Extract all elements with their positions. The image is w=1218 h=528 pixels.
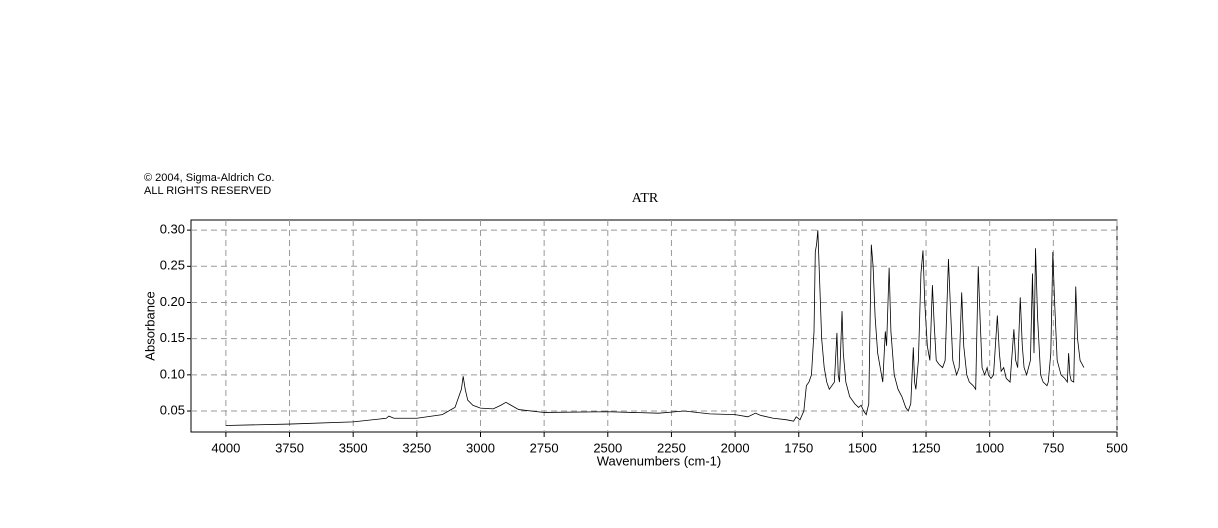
x-tick-label: 3750 (275, 440, 304, 455)
x-tick-label: 3500 (339, 440, 368, 455)
x-tick-label: 2250 (657, 440, 686, 455)
y-tick-label: 0.20 (160, 294, 185, 309)
plot-frame (190, 219, 1118, 433)
x-tick-label: 3000 (466, 440, 495, 455)
chart-title: ATR (632, 191, 659, 206)
x-tick-label: 3250 (402, 440, 431, 455)
x-tick-label: 1000 (975, 440, 1004, 455)
rights: ALL RIGHTS RESERVED (144, 185, 271, 197)
x-tick-label: 1250 (912, 440, 941, 455)
y-axis-label: Absorbance (142, 291, 157, 360)
y-tick-label: 0.25 (160, 258, 185, 273)
y-tick-label: 0.30 (160, 222, 185, 237)
x-tick-label: 500 (1106, 440, 1128, 455)
y-tick-label: 0.10 (160, 366, 185, 381)
x-tick-label: 4000 (211, 440, 240, 455)
spectrum-line (225, 230, 1085, 426)
x-tick-label: 2000 (721, 440, 750, 455)
x-axis-label: Wavenumbers (cm-1) (597, 453, 721, 468)
x-tick-label: 1500 (848, 440, 877, 455)
x-tick-label: 2500 (593, 440, 622, 455)
x-tick-label: 2750 (530, 440, 559, 455)
y-tick-label: 0.15 (160, 330, 185, 345)
copyright: © 2004, Sigma-Aldrich Co. (144, 172, 274, 184)
x-tick-label: 1750 (784, 440, 813, 455)
x-tick-label: 750 (1042, 440, 1064, 455)
y-tick-label: 0.05 (160, 402, 185, 417)
